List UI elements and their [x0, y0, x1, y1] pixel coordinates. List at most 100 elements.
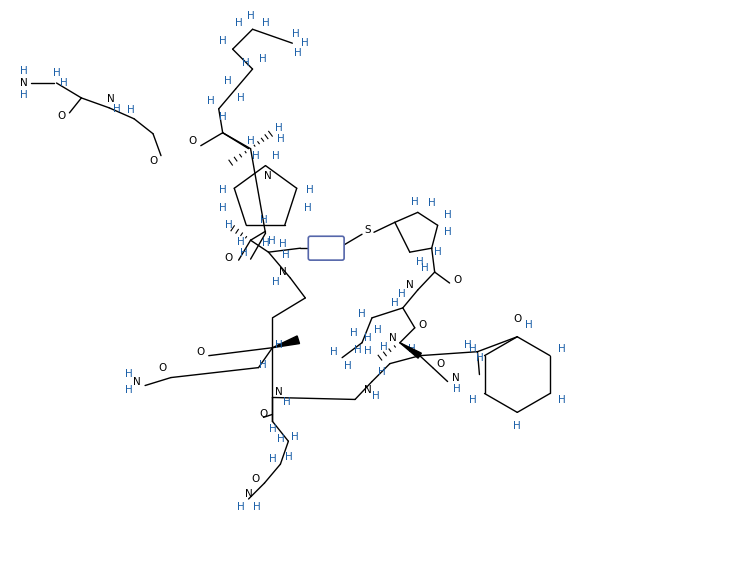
Text: H: H	[427, 199, 436, 208]
Text: H: H	[272, 150, 280, 161]
Text: H: H	[236, 237, 244, 247]
Text: O: O	[197, 347, 205, 356]
Text: H: H	[559, 395, 566, 405]
Polygon shape	[400, 343, 422, 358]
Text: O: O	[149, 156, 157, 166]
Text: H: H	[277, 134, 284, 144]
Text: H: H	[219, 36, 227, 46]
Text: H: H	[127, 105, 135, 115]
Text: H: H	[252, 150, 259, 161]
Text: H: H	[452, 383, 460, 394]
Text: H: H	[344, 360, 352, 371]
Text: H: H	[247, 135, 255, 146]
Text: O: O	[57, 111, 66, 121]
Text: H: H	[374, 325, 382, 335]
Text: H: H	[291, 432, 299, 443]
Text: H: H	[53, 68, 60, 78]
Text: 3: 3	[323, 250, 327, 256]
Text: H: H	[219, 185, 227, 196]
Text: H: H	[463, 340, 471, 350]
Text: H: H	[242, 58, 250, 68]
Text: H: H	[283, 397, 291, 408]
Text: H: H	[408, 344, 416, 354]
Text: H: H	[247, 11, 255, 21]
Text: H: H	[513, 421, 521, 431]
Text: H: H	[253, 502, 261, 512]
Text: N: N	[279, 267, 286, 277]
Text: H: H	[468, 395, 477, 405]
Text: N: N	[452, 373, 460, 382]
Text: H: H	[380, 342, 388, 352]
Text: H: H	[282, 250, 289, 260]
Text: H: H	[421, 263, 429, 273]
Text: O: O	[189, 135, 197, 146]
Text: H: H	[358, 309, 366, 319]
Text: O: O	[453, 275, 462, 285]
Text: N: N	[389, 333, 397, 343]
Text: H: H	[219, 112, 227, 122]
Text: H: H	[293, 29, 300, 39]
Text: H: H	[434, 247, 441, 257]
Text: H: H	[268, 236, 275, 246]
Text: O: O	[225, 253, 233, 263]
Text: H: H	[378, 367, 386, 377]
Text: H: H	[559, 344, 566, 354]
Text: H: H	[354, 345, 362, 355]
Text: N: N	[364, 385, 372, 394]
Text: S: S	[365, 225, 371, 235]
Text: H: H	[20, 66, 28, 76]
Text: H: H	[277, 435, 284, 444]
Text: H: H	[269, 454, 276, 464]
Text: H: H	[224, 76, 231, 86]
Text: H: H	[261, 18, 269, 28]
Text: H: H	[307, 185, 314, 196]
Text: H: H	[364, 333, 372, 343]
Text: H: H	[302, 38, 309, 48]
Text: H: H	[274, 340, 283, 350]
Text: H: H	[526, 320, 533, 330]
Polygon shape	[272, 336, 299, 348]
Text: H: H	[59, 78, 67, 88]
Text: H: H	[20, 90, 28, 100]
Text: N: N	[20, 78, 28, 88]
Text: N: N	[264, 170, 272, 181]
Text: H: H	[330, 347, 338, 356]
Text: O: O	[436, 359, 445, 369]
Text: H: H	[125, 385, 133, 394]
Text: O: O	[159, 363, 167, 373]
Text: H: H	[113, 104, 121, 114]
Text: H: H	[258, 54, 266, 64]
Text: O: O	[251, 474, 260, 484]
Text: H: H	[236, 93, 244, 103]
Text: H: H	[239, 248, 247, 258]
Text: H: H	[235, 18, 242, 28]
Text: H: H	[416, 257, 424, 267]
Text: H: H	[261, 238, 269, 248]
Text: N: N	[108, 94, 115, 104]
Text: H: H	[236, 502, 244, 512]
Text: H: H	[294, 48, 302, 58]
Text: H: H	[444, 227, 452, 237]
Text: Abs: Abs	[316, 242, 335, 252]
Text: H: H	[272, 277, 280, 287]
Text: H: H	[476, 352, 483, 363]
Text: N: N	[133, 377, 141, 386]
Text: N: N	[274, 387, 283, 397]
Text: N: N	[406, 280, 414, 290]
Text: H: H	[260, 215, 267, 226]
Text: H: H	[305, 203, 312, 214]
Text: H: H	[444, 210, 452, 220]
Text: H: H	[125, 369, 133, 379]
Text: O: O	[419, 320, 427, 330]
Text: N: N	[244, 489, 253, 499]
Text: H: H	[350, 328, 358, 338]
Text: H: H	[364, 346, 372, 356]
Text: H: H	[411, 197, 419, 207]
Text: O: O	[513, 314, 521, 324]
Text: H: H	[225, 220, 233, 230]
Text: O: O	[259, 409, 268, 420]
Text: H: H	[219, 203, 227, 214]
Text: H: H	[269, 424, 276, 435]
Text: H: H	[279, 239, 286, 249]
Text: H: H	[285, 452, 292, 462]
